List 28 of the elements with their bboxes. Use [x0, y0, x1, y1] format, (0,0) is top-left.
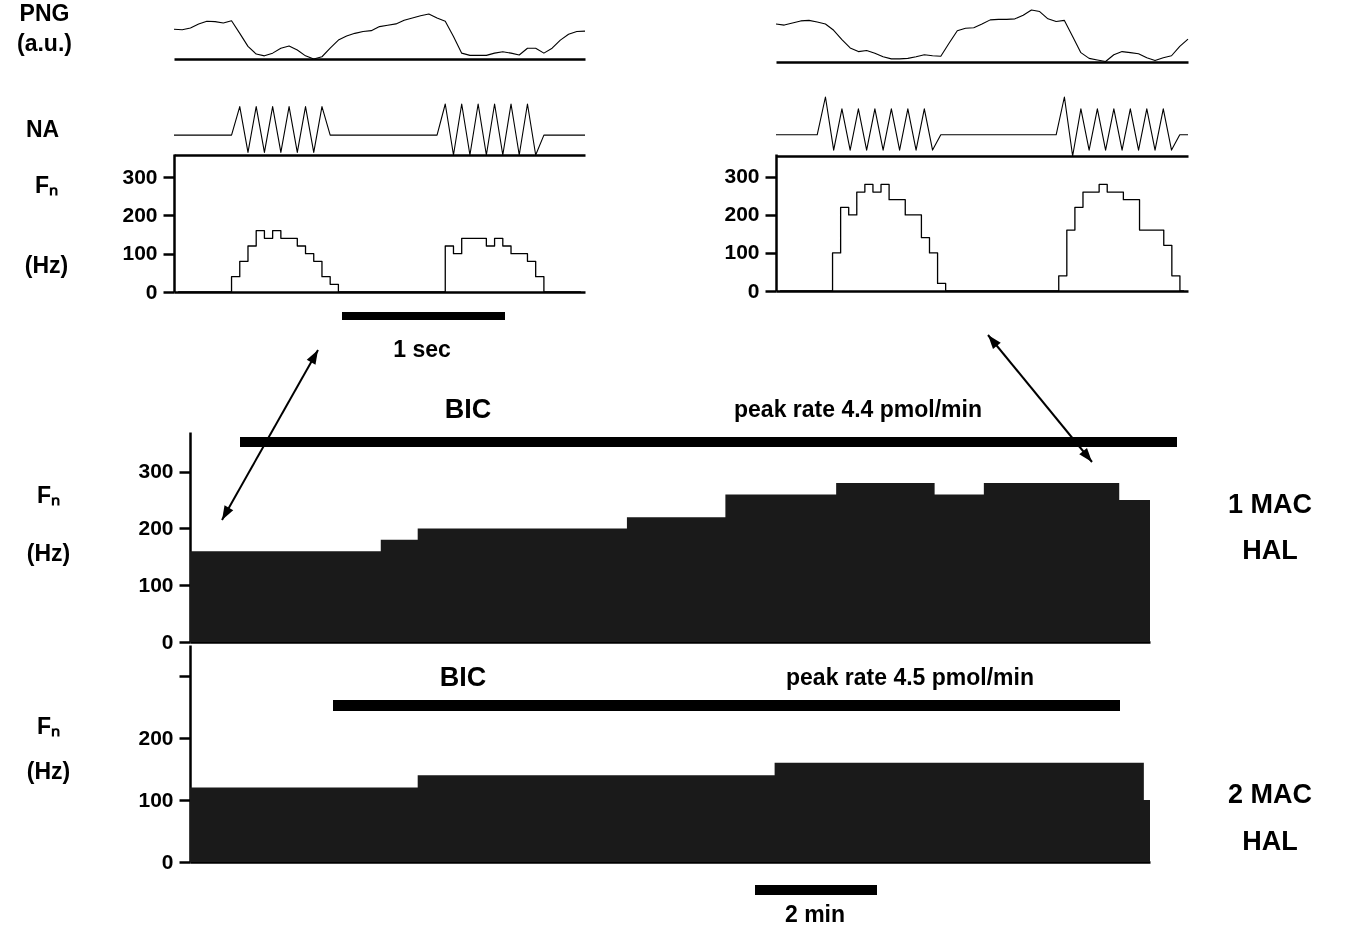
y-tick-label: 0	[747, 278, 760, 302]
y-tick-label: 100	[122, 241, 158, 265]
text: BIC	[444, 394, 492, 424]
text: peak rate 4.4 pmol/min	[734, 396, 982, 422]
y-tick-label: 200	[122, 202, 158, 226]
text: 1 MAC HAL	[1227, 489, 1313, 565]
y-tick-label: 300	[138, 459, 174, 483]
annotation: peak rate 4.5 pmol/min	[786, 664, 1034, 690]
y-tick-label: 0	[161, 629, 174, 653]
y-tick-label: 300	[724, 164, 760, 188]
y-tick-label: 100	[138, 572, 174, 596]
y-tick-label: 0	[145, 279, 158, 303]
y-axis-title: PNG (a.u.)	[17, 0, 72, 56]
y-tick-label: 100	[138, 787, 174, 811]
y-tick-label: 0	[161, 849, 174, 873]
y-axis-title: Fₙ (Hz)	[26, 712, 71, 784]
text: 2 MAC HAL	[1227, 779, 1313, 856]
text: 2 min	[784, 901, 846, 927]
y-axis-title: NA	[25, 115, 60, 142]
y-tick-label: 100	[724, 240, 760, 264]
text: Fₙ (Hz)	[24, 171, 69, 278]
annotation: BIC	[439, 662, 487, 692]
y-tick-label: 200	[138, 725, 174, 749]
text: Fₙ (Hz)	[26, 481, 71, 566]
y-tick-label: 200	[724, 202, 760, 226]
y-tick-label: 200	[138, 515, 174, 539]
y-tick-label: 300	[122, 164, 158, 188]
text: 1 sec	[393, 336, 451, 362]
